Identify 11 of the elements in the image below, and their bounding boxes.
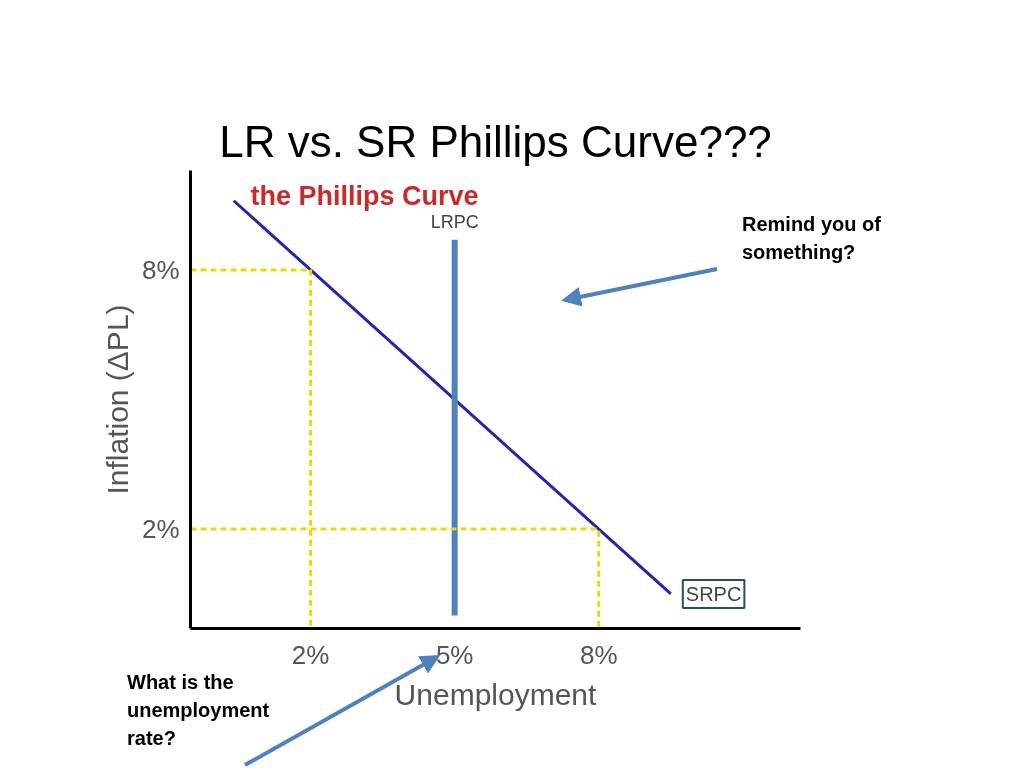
text: What is the unemployment rate? — [127, 670, 271, 751]
y-axis-title: Inflation (ΔPL) — [100, 304, 134, 495]
x-tick-label: 8% — [579, 639, 618, 670]
series-label: LRPC — [430, 211, 479, 232]
chart-subtitle: the Phillips Curve — [250, 180, 479, 211]
x-axis-title: Unemployment — [394, 677, 598, 711]
chart-title: LR vs. SR Phillips Curve??? — [219, 116, 772, 166]
x-tick-label: 2% — [291, 639, 330, 670]
annotation: Remind you of something? — [742, 212, 882, 265]
x-tick-label: 5% — [435, 639, 474, 670]
series-label: SRPC — [685, 582, 742, 605]
